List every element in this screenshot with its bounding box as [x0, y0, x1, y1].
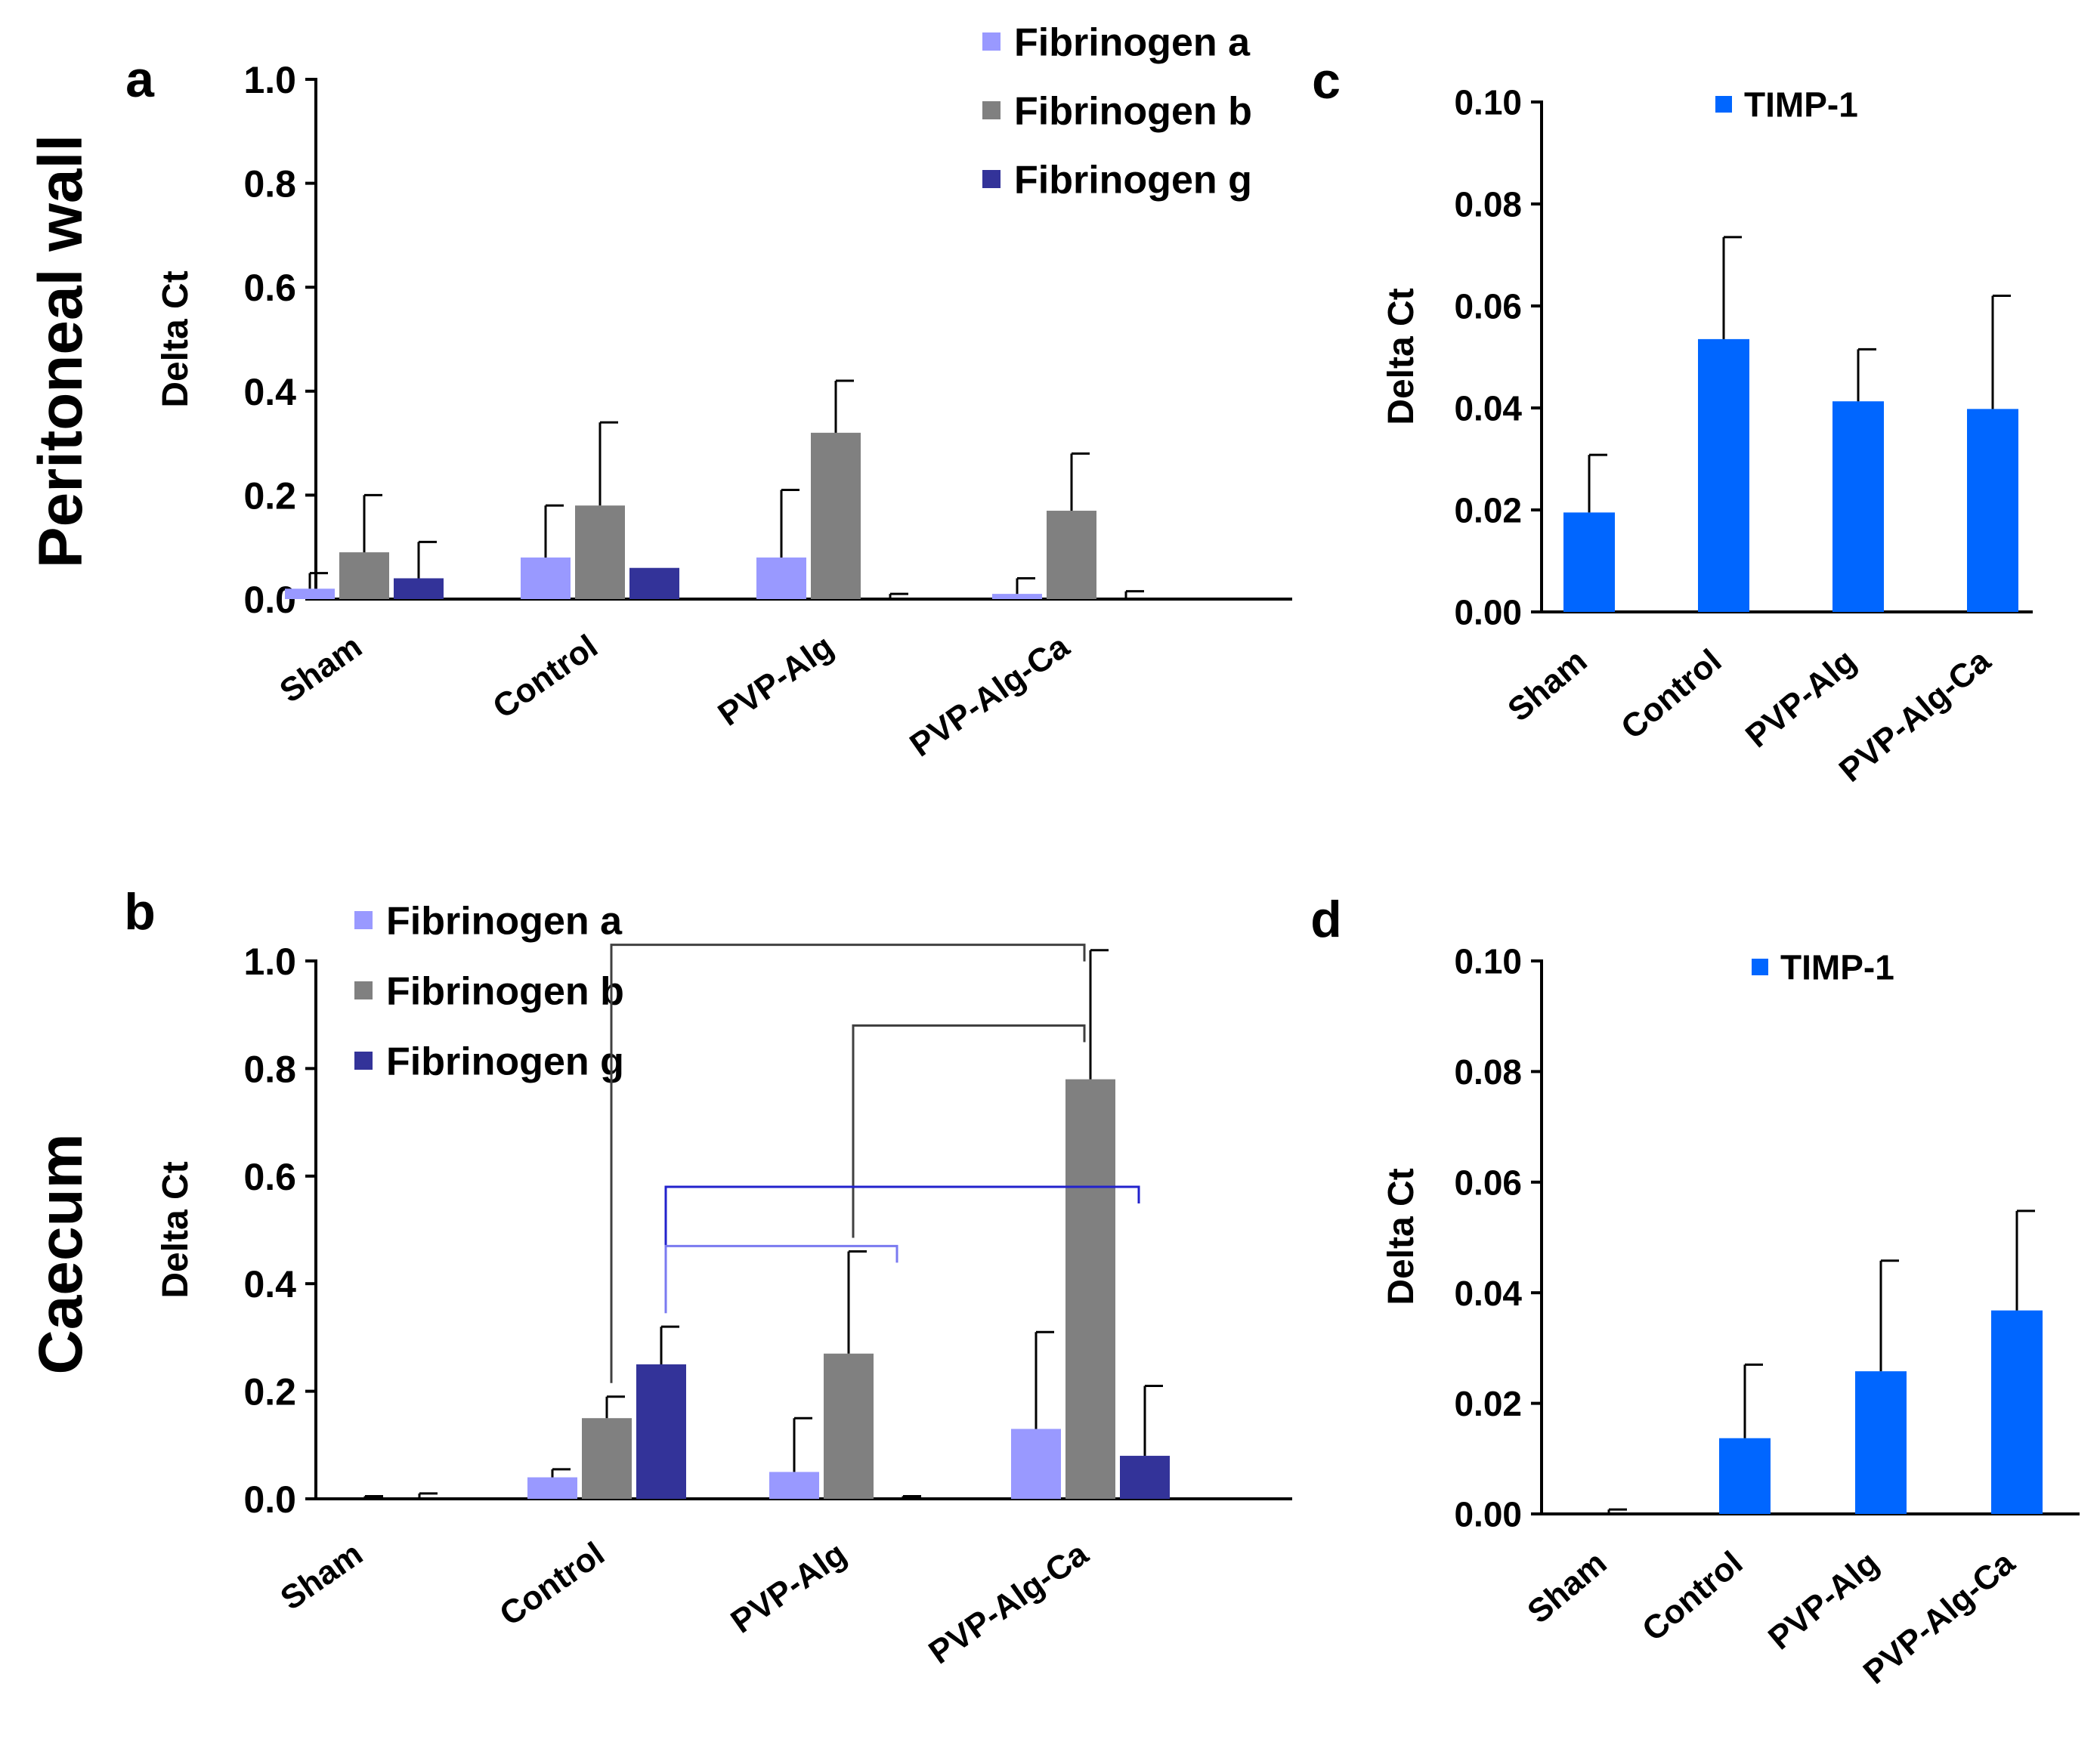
- panel-c-chart: c Delta Ct 0.00 0.02 0.04 0.06 0.08 0.10 Sham Con…: [1312, 52, 2033, 789]
- y-tick-label: 0.2: [243, 474, 296, 517]
- y-axis-label: Delta Ct: [156, 270, 196, 407]
- legend-swatch: [1752, 959, 1768, 975]
- y-tick-label: 0.04: [1454, 1274, 1522, 1313]
- y-tick-label: 0.4: [243, 1263, 296, 1305]
- row-label-caecum: Caecum: [26, 1133, 95, 1374]
- legend-label: Fibrinogen a: [386, 900, 623, 944]
- y-tick-label: 0.06: [1454, 1163, 1522, 1202]
- x-tick-label: Sham: [1520, 1544, 1613, 1631]
- legend-swatch: [982, 101, 1001, 119]
- bar-c-timp-1-sham: [1563, 512, 1615, 612]
- y-tick-label: 0.04: [1454, 389, 1522, 428]
- legend-label: Fibrinogen b: [1014, 90, 1252, 134]
- y-tick-label: 0.10: [1454, 942, 1522, 981]
- y-axis-label: Delta Ct: [156, 1161, 196, 1298]
- y-axis-label: Delta Ct: [1381, 1168, 1421, 1305]
- x-tick-label: Control: [1635, 1544, 1749, 1648]
- bar-a-fibrinogen-g-sham: [394, 578, 444, 599]
- y-tick-label: 0.00: [1454, 1495, 1522, 1534]
- bar-a-fibrinogen-a-sham: [285, 589, 335, 599]
- y-tick-label: 0.8: [243, 163, 296, 205]
- bar-b-fibrinogen-a-pvp-alg: [769, 1472, 819, 1499]
- bar-b-fibrinogen-a-control: [527, 1477, 577, 1499]
- legend-swatch: [354, 1052, 373, 1070]
- bar-b-fibrinogen-g-control: [636, 1364, 686, 1499]
- bar-d-timp-1-control: [1719, 1438, 1771, 1514]
- x-tick-label: PVP-Alg: [724, 1535, 852, 1641]
- legend-swatch: [354, 981, 373, 999]
- bar-a-fibrinogen-a-pvp-alg: [756, 557, 806, 599]
- x-tick-label: PVP-Alg-Ca: [903, 628, 1076, 765]
- legend-label: TIMP-1: [1780, 948, 1894, 987]
- y-tick-label: 1.0: [243, 941, 296, 983]
- bar-a-fibrinogen-g-control: [629, 567, 679, 599]
- legend-label: TIMP-1: [1744, 85, 1858, 125]
- y-tick-label: 0.06: [1454, 287, 1522, 326]
- bar-b-fibrinogen-b-pvp-alg: [824, 1353, 874, 1499]
- bar-a-fibrinogen-a-pvp-alg-ca: [992, 594, 1042, 599]
- bar-c-timp-1-control: [1698, 338, 1749, 612]
- x-tick-label: PVP-Alg-Ca: [1857, 1544, 2022, 1691]
- y-tick-label: 0.00: [1454, 593, 1522, 632]
- legend-label: Fibrinogen a: [1014, 21, 1251, 65]
- x-tick-label: Control: [1614, 642, 1728, 746]
- y-tick-label: 0.08: [1454, 185, 1522, 224]
- legend-swatch: [1715, 96, 1732, 113]
- x-tick-label: Control: [487, 628, 605, 726]
- y-tick-label: 0.4: [243, 371, 296, 413]
- bar-b-fibrinogen-b-pvp-alg-ca: [1065, 1079, 1115, 1499]
- y-tick-label: 0.0: [243, 1478, 296, 1521]
- y-tick-label: 0.10: [1454, 83, 1522, 122]
- bar-b-fibrinogen-g-pvp-alg-ca: [1120, 1456, 1170, 1499]
- y-tick-label: 0.2: [243, 1371, 296, 1413]
- panel-letter-b: b: [124, 883, 156, 941]
- y-tick-label: 0.6: [243, 267, 296, 309]
- bar-d-timp-1-pvp-alg-ca: [1991, 1310, 2043, 1514]
- panel-letter-c: c: [1312, 52, 1341, 110]
- x-tick-label: PVP-Alg: [1739, 642, 1863, 755]
- panel-a-chart: a Delta Ct 0.0 0.2 0.4 0.6 0.8 1.0 Sham Control PV…: [125, 21, 1292, 765]
- x-tick-label: Sham: [273, 628, 368, 710]
- bar-a-fibrinogen-b-pvp-alg: [811, 432, 861, 599]
- bar-a-fibrinogen-b-sham: [339, 552, 389, 599]
- legend-swatch: [982, 170, 1001, 188]
- x-tick-label: Control: [493, 1535, 611, 1633]
- legend-swatch: [354, 911, 373, 929]
- row-label-peritoneal-wall: Peritoneal wall: [26, 134, 95, 568]
- bar-a-fibrinogen-a-control: [521, 557, 571, 599]
- x-tick-label: PVP-Alg-Ca: [922, 1535, 1095, 1672]
- x-tick-label: PVP-Alg: [1761, 1544, 1885, 1657]
- y-tick-label: 0.8: [243, 1048, 296, 1090]
- y-tick-label: 0.02: [1454, 1384, 1522, 1423]
- y-tick-label: 1.0: [243, 59, 296, 101]
- y-tick-label: 0.6: [243, 1156, 296, 1198]
- legend-label: Fibrinogen g: [1014, 159, 1252, 202]
- bar-a-fibrinogen-b-pvp-alg-ca: [1047, 511, 1096, 599]
- legend-label: Fibrinogen g: [386, 1040, 624, 1084]
- panel-letter-d: d: [1310, 891, 1342, 948]
- panel-letter-a: a: [125, 51, 155, 108]
- y-tick-label: 0.08: [1454, 1052, 1522, 1092]
- legend-label: Fibrinogen b: [386, 970, 624, 1014]
- x-tick-label: Sham: [1501, 642, 1594, 729]
- y-tick-label: 0.0: [243, 579, 296, 621]
- significance-bracket: [664, 1244, 898, 1314]
- bar-c-timp-1-pvp-alg: [1832, 401, 1884, 612]
- legend-swatch: [982, 32, 1001, 51]
- y-axis-label: Delta Ct: [1381, 288, 1421, 425]
- bar-d-timp-1-pvp-alg: [1855, 1371, 1907, 1514]
- panel-d-chart: d Delta Ct 0.00 0.02 0.04 0.06 0.08 0.10 Sham Con…: [1310, 891, 2080, 1691]
- panel-b-chart: b Delta Ct 0.0 0.2 0.4 0.6 0.8 1.0 Sham Control PV…: [124, 883, 1292, 1671]
- x-tick-label: PVP-Alg: [711, 628, 840, 734]
- significance-bracket: [610, 944, 1086, 1383]
- bar-a-fibrinogen-b-control: [575, 505, 625, 599]
- bar-b-fibrinogen-a-pvp-alg-ca: [1011, 1429, 1061, 1499]
- bar-b-fibrinogen-b-control: [582, 1418, 632, 1499]
- y-tick-label: 0.02: [1454, 491, 1522, 530]
- bar-c-timp-1-pvp-alg-ca: [1967, 409, 2018, 612]
- significance-bracket: [852, 1024, 1086, 1238]
- x-tick-label: Sham: [274, 1535, 369, 1617]
